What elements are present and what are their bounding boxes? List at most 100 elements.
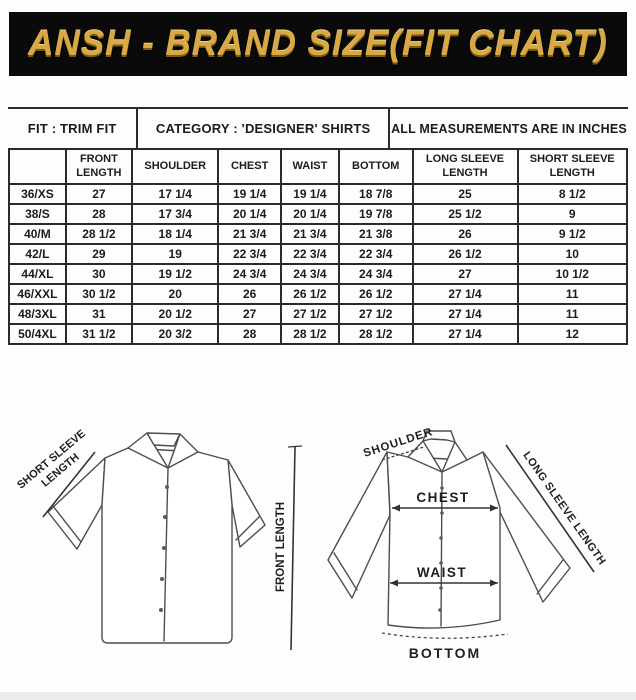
button [439,536,443,540]
front-length-cell: 29 [64,243,133,265]
short-sleeve-cell: 10 [516,243,629,265]
front-length-cell: 28 1/2 [64,223,133,245]
page-title: ANSH - BRAND SIZE(FIT CHART) [28,24,608,63]
front-length-cell: 27 [64,183,133,205]
shoulder-dashed-line [381,446,425,461]
column-header-waist: WAIST [279,148,340,185]
right-short-sleeve [227,459,266,548]
short-sleeve-cell: 8 1/2 [516,183,629,205]
short-sleeve-cell: 9 [516,203,629,225]
short-sleeve-cell: 9 1/2 [516,223,629,245]
front-length-cell: 31 [64,303,133,325]
waist-arrow-right [490,579,498,587]
category-label: CATEGORY : 'DESIGNER' SHIRTS [136,109,388,148]
size-cell: 50/4XL [8,323,67,345]
button [160,577,164,581]
table-row: 38/S 28 17 3/4 20 1/4 20 1/4 19 7/8 25 1… [8,203,629,225]
short-sleeve-cell: 10 1/2 [516,263,629,285]
right-cuff-band [536,559,564,595]
long-sleeve-cell: 25 [411,183,519,205]
chest-cell: 27 [217,303,282,325]
front-length-cell: 30 [64,263,133,285]
column-header-long-sleeve: LONG SLEEVE LENGTH [411,148,519,185]
chest-arrow-left [392,504,400,512]
size-table-body: 36/XS 27 17 1/4 19 1/4 19 1/4 18 7/8 25 … [8,183,629,345]
shoulder-cell: 17 3/4 [130,203,220,225]
button-placket [440,471,443,627]
collar-right-wing [167,433,199,469]
button [438,608,442,612]
long-sleeve-shirt-diagram: SHOULDER CHEST WAIST BOTTOM LONG SLEEVE … [327,426,608,661]
left-cuff-band [333,552,358,591]
collar-back-band [146,432,181,447]
shoulder-cell: 19 [130,243,220,265]
bottom-cell: 27 1/2 [337,303,414,325]
waist-cell: 26 1/2 [279,283,340,305]
bottom-cell: 26 1/2 [337,283,414,305]
measurement-units-note: ALL MEASUREMENTS ARE IN INCHES [388,109,628,148]
waist-label: WAIST [417,565,467,580]
shoulder-cell: 20 1/2 [130,303,220,325]
waist-cell: 24 3/4 [279,263,340,285]
long-sleeve-cell: 26 [411,223,519,245]
bottom-label: BOTTOM [409,645,481,661]
bottom-cell: 22 3/4 [337,243,414,265]
chest-arrow-right [490,504,498,512]
left-cuff-band [52,505,82,543]
chest-cell: 28 [217,323,282,345]
chest-cell: 19 1/4 [217,183,282,205]
waist-cell: 21 3/4 [279,223,340,245]
chest-cell: 24 3/4 [217,263,282,285]
fit-label: FIT : TRIM FIT [27,121,117,136]
collar-right-wing [441,441,468,473]
waist-cell: 20 1/4 [279,203,340,225]
shoulder-cell: 18 1/4 [130,223,220,245]
button [439,586,443,590]
column-header-front-length: FRONT LENGTH [64,148,133,185]
column-header-chest: CHEST [217,148,282,185]
table-row: 40/M 28 1/2 18 1/4 21 3/4 21 3/4 21 3/8 … [8,223,629,245]
short-sleeve-cell: 12 [516,323,629,345]
header-row: FRONT LENGTH SHOULDER CHEST WAIST BOTTOM… [8,148,629,185]
chest-label: CHEST [416,490,469,505]
collar-back-band [422,430,456,443]
size-cell: 40/M [8,223,67,245]
shirt-body [101,447,233,644]
size-cell: 44/XL [8,263,67,285]
left-long-sleeve [327,451,391,599]
bottom-cell: 24 3/4 [337,263,414,285]
front-length-top-tick [287,445,303,448]
shoulder-cell: 20 3/2 [130,323,220,345]
column-header-shoulder: SHOULDER [130,148,220,185]
chest-cell: 20 1/4 [217,203,282,225]
button [162,546,166,550]
short-sleeve-shirt-diagram: SHORT SLEEVE LENGTH FRONT LENGTH [15,428,303,651]
column-header-bottom: BOTTOM [337,148,414,185]
bottom-cell: 28 1/2 [337,323,414,345]
front-length-cell: 30 1/2 [64,283,133,305]
chest-cell: 26 [217,283,282,305]
bottom-cell: 19 7/8 [337,203,414,225]
front-length-cell: 28 [64,203,133,225]
long-sleeve-cell: 25 1/2 [411,203,519,225]
shirt-body [386,451,501,629]
bottom-cell: 18 7/8 [337,183,414,205]
size-table: FRONT LENGTH SHOULDER CHEST WAIST BOTTOM… [8,148,629,345]
info-bar: FIT : TRIM FIT CATEGORY : 'DESIGNER' SHI… [8,107,628,148]
shoulder-cell: 19 1/2 [130,263,220,285]
button [159,608,163,612]
long-sleeve-cell: 27 1/4 [411,303,519,325]
chest-cell: 22 3/4 [217,243,282,265]
button-placket [163,467,169,642]
front-length-label: FRONT LENGTH [275,502,287,592]
button [439,561,443,565]
collar-left-wing [127,432,169,469]
right-cuff-band [235,516,260,541]
table-row: 42/L 29 19 22 3/4 22 3/4 22 3/4 26 1/2 1… [8,243,629,265]
button [440,486,444,490]
long-sleeve-cell: 27 1/4 [411,323,519,345]
long-sleeve-cell: 26 1/2 [411,243,519,265]
size-cell: 36/XS [8,183,67,205]
long-sleeve-cell: 27 1/4 [411,283,519,305]
